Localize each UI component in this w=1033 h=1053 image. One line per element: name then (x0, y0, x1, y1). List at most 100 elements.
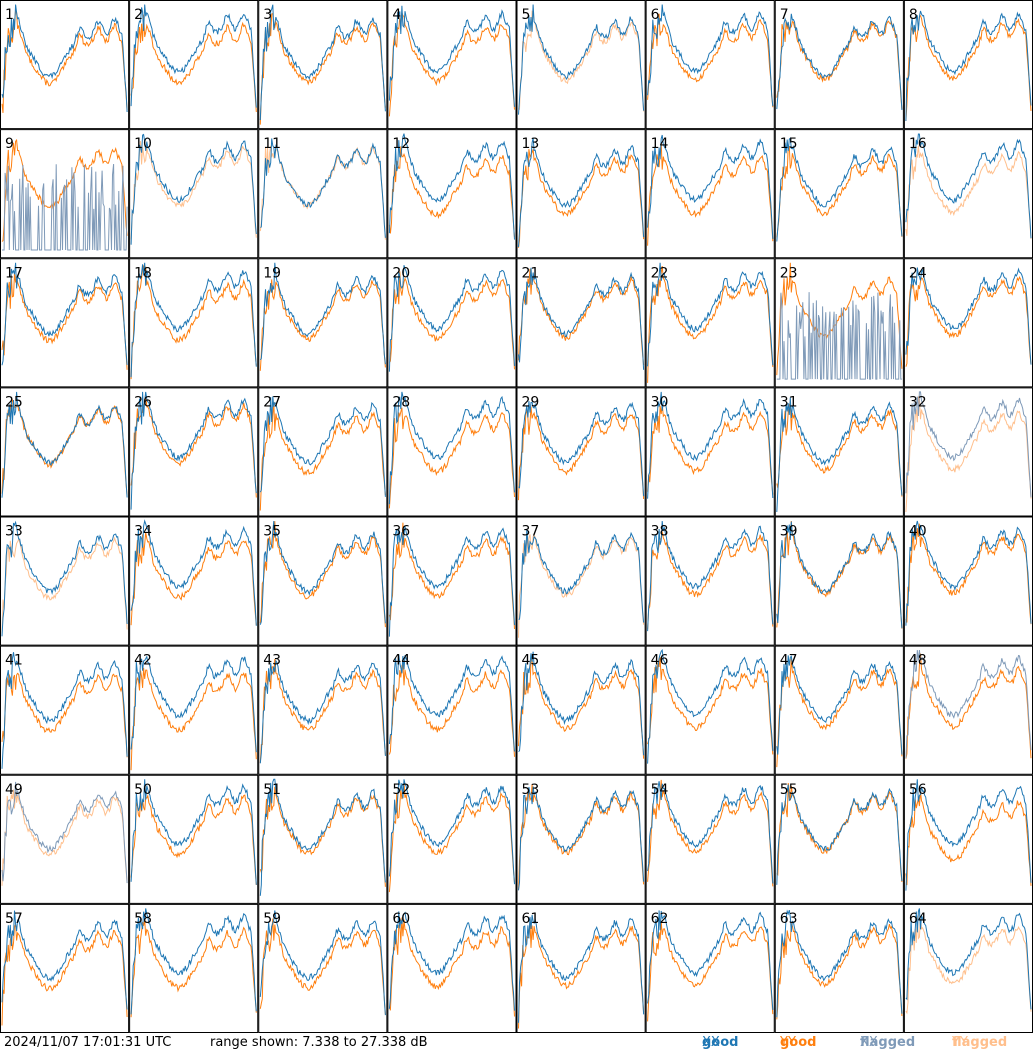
panel-label: 15 (780, 136, 798, 152)
panel-label: 54 (651, 782, 669, 798)
series-xx-31 (776, 397, 903, 513)
series-xx-57 (1, 910, 128, 1010)
panel-1: 1 (0, 0, 130, 130)
panel-4: 4 (387, 0, 517, 130)
panel-9: 9 (0, 129, 130, 259)
panel-59: 59 (258, 903, 388, 1033)
series-xx-25 (1, 391, 128, 498)
series-xx-63 (776, 909, 903, 1018)
panel-label: 2 (134, 7, 143, 23)
legend-pol: XX (702, 1035, 720, 1050)
panel-8: 8 (903, 0, 1033, 130)
series-xx-61 (518, 915, 645, 1023)
panel-label: 57 (5, 911, 23, 927)
series-yy-22 (647, 266, 774, 383)
series-xx-36 (388, 526, 515, 637)
series-xx-9 (2, 163, 128, 251)
panel-frame (903, 645, 1033, 775)
panel-25: 25 (0, 387, 130, 517)
series-yy-6 (647, 13, 774, 108)
panel-32: 32 (903, 387, 1033, 517)
series-xx-14 (647, 134, 774, 239)
panel-frame (774, 903, 904, 1033)
panel-frame (774, 516, 904, 646)
panel-label: 11 (263, 136, 281, 152)
panel-frame (516, 903, 646, 1033)
series-yy-46 (647, 657, 774, 755)
panel-21: 21 (516, 258, 646, 388)
panel-27: 27 (258, 387, 388, 517)
panel-43: 43 (258, 645, 388, 775)
panel-23: 23 (774, 258, 904, 388)
series-yy-59 (259, 918, 386, 1015)
panel-label: 51 (263, 782, 281, 798)
series-yy-3 (259, 12, 386, 125)
series-yy-29 (518, 406, 645, 501)
panel-38: 38 (645, 516, 775, 646)
panel-frame (129, 516, 259, 646)
panel-45: 45 (516, 645, 646, 775)
legend-label: flagged (952, 1035, 1008, 1050)
legend-pol: XX (860, 1035, 878, 1050)
panel-14: 14 (645, 129, 775, 259)
panel-19: 19 (258, 258, 388, 388)
panel-frame (774, 387, 904, 517)
panel-18: 18 (129, 258, 259, 388)
series-xx-47 (776, 655, 903, 755)
panel-label: 6 (651, 7, 660, 23)
panel-51: 51 (258, 774, 388, 904)
panel-label: 7 (780, 7, 789, 23)
series-xx-5 (518, 4, 645, 115)
series-yy-37 (518, 533, 645, 638)
panel-frame (516, 516, 646, 646)
series-yy-57 (1, 924, 128, 1026)
series-xx-41 (1, 652, 128, 769)
panel-20: 20 (387, 258, 517, 388)
panel-label: 59 (263, 911, 281, 927)
panel-frame (903, 258, 1033, 388)
panel-frame (645, 129, 775, 259)
panel-label: 48 (909, 653, 927, 669)
panel-frame (516, 645, 646, 775)
series-xx-56 (905, 779, 1032, 891)
series-xx-34 (130, 519, 257, 626)
panel-label: 33 (5, 524, 23, 540)
panel-55: 55 (774, 774, 904, 904)
panel-label: 27 (263, 394, 281, 410)
panel-label: 8 (909, 7, 918, 23)
panel-frame (258, 258, 388, 388)
panel-label: 25 (5, 394, 23, 410)
series-yy-39 (776, 520, 903, 629)
panel-label: 64 (909, 911, 927, 927)
series-yy-60 (388, 917, 515, 1017)
panel-frame (645, 774, 775, 904)
series-yy-50 (130, 794, 257, 885)
panel-label: 58 (134, 911, 152, 927)
panel-label: 14 (651, 136, 669, 152)
series-yy-19 (259, 279, 386, 371)
series-yy-4 (388, 12, 515, 117)
series-yy-48 (905, 653, 1032, 759)
panel-label: 9 (5, 136, 14, 152)
series-yy-52 (388, 781, 515, 893)
series-xx-21 (518, 267, 645, 370)
panel-label: 24 (909, 265, 927, 281)
panel-label: 39 (780, 524, 798, 540)
series-xx-30 (647, 391, 774, 499)
panel-62: 62 (645, 903, 775, 1033)
series-yy-54 (647, 779, 774, 887)
panel-5: 5 (516, 0, 646, 130)
panel-26: 26 (129, 387, 259, 517)
series-xx-19 (259, 262, 386, 365)
panel-label: 61 (522, 911, 540, 927)
panel-52: 52 (387, 774, 517, 904)
series-yy-18 (130, 264, 257, 380)
panel-12: 12 (387, 129, 517, 259)
panel-42: 42 (129, 645, 259, 775)
series-xx-55 (776, 784, 903, 885)
series-yy-2 (130, 14, 257, 113)
series-xx-48 (905, 650, 1032, 759)
panel-60: 60 (387, 903, 517, 1033)
panel-frame (0, 387, 130, 517)
